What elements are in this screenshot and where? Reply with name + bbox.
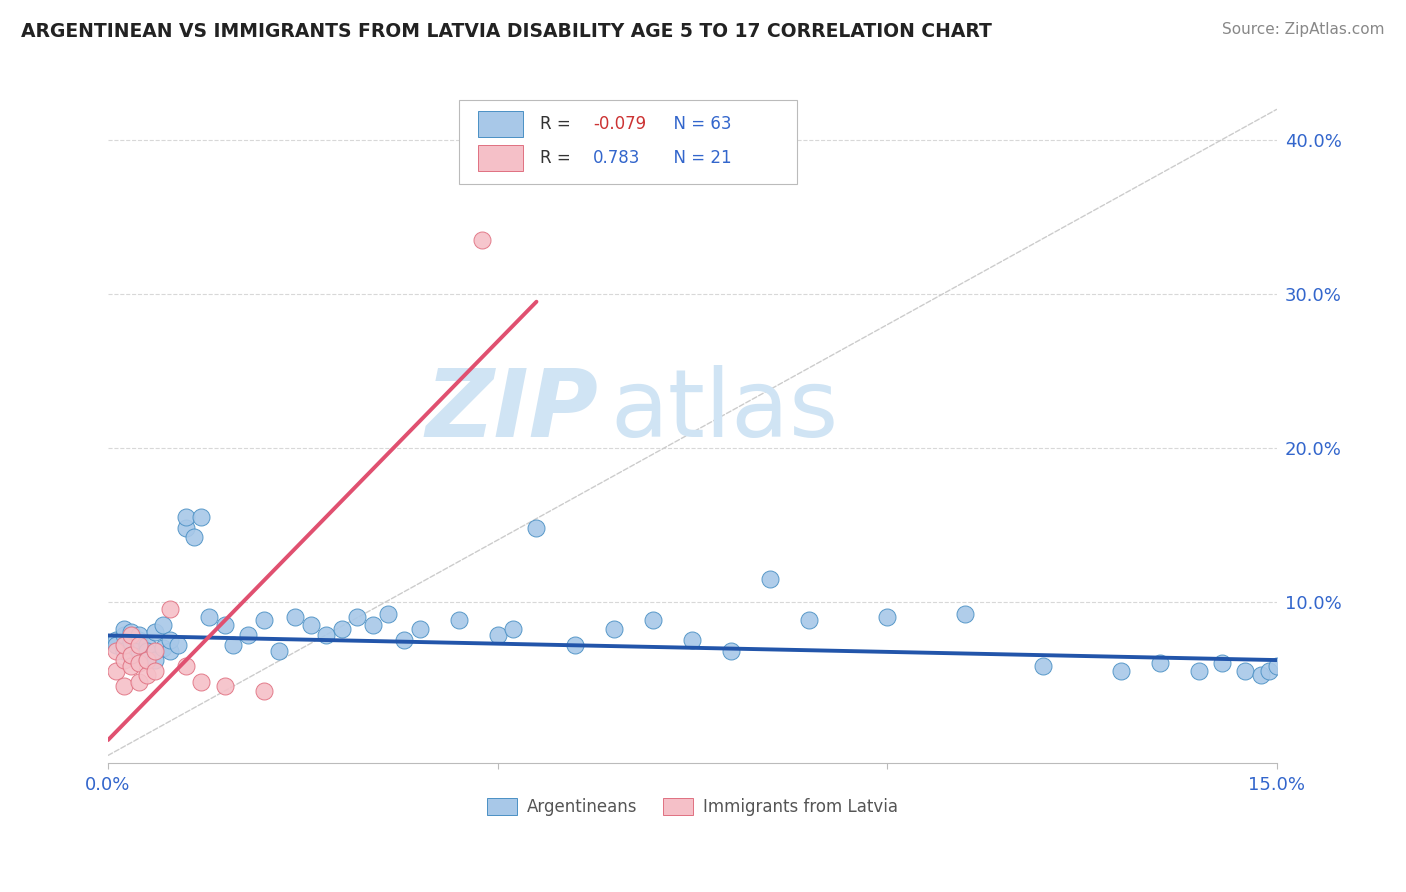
Point <box>315 628 337 642</box>
Point <box>143 644 166 658</box>
Text: Source: ZipAtlas.com: Source: ZipAtlas.com <box>1222 22 1385 37</box>
Point <box>392 633 415 648</box>
Point <box>136 668 159 682</box>
Text: R =: R = <box>540 149 576 167</box>
Point <box>346 610 368 624</box>
Point <box>876 610 898 624</box>
FancyBboxPatch shape <box>478 112 523 137</box>
Text: ARGENTINEAN VS IMMIGRANTS FROM LATVIA DISABILITY AGE 5 TO 17 CORRELATION CHART: ARGENTINEAN VS IMMIGRANTS FROM LATVIA DI… <box>21 22 993 41</box>
Point <box>1211 656 1233 670</box>
Point <box>214 679 236 693</box>
Point <box>1234 664 1257 678</box>
Point <box>136 638 159 652</box>
Point <box>143 653 166 667</box>
Point <box>603 623 626 637</box>
Point <box>759 572 782 586</box>
Point <box>447 613 470 627</box>
Point <box>1109 664 1132 678</box>
Text: atlas: atlas <box>610 365 839 458</box>
Point <box>112 644 135 658</box>
Point <box>104 638 127 652</box>
Point <box>238 628 260 642</box>
Point <box>361 617 384 632</box>
Point <box>1032 659 1054 673</box>
Point <box>408 623 430 637</box>
Point <box>190 510 212 524</box>
Text: 0.783: 0.783 <box>593 149 640 167</box>
Point <box>174 659 197 673</box>
Point <box>143 625 166 640</box>
Point <box>152 617 174 632</box>
Point <box>112 679 135 693</box>
Point <box>112 623 135 637</box>
Point <box>104 644 127 658</box>
Point <box>221 638 243 652</box>
Point <box>214 617 236 632</box>
Point <box>152 640 174 655</box>
Point <box>128 628 150 642</box>
Point <box>526 521 548 535</box>
Point <box>299 617 322 632</box>
Point <box>112 638 135 652</box>
Point <box>120 640 142 655</box>
Point <box>159 644 181 658</box>
Legend: Argentineans, Immigrants from Latvia: Argentineans, Immigrants from Latvia <box>481 791 904 822</box>
Point <box>120 628 142 642</box>
Point <box>112 628 135 642</box>
Text: N = 21: N = 21 <box>664 149 731 167</box>
Point <box>486 628 509 642</box>
Point <box>120 659 142 673</box>
Point <box>128 674 150 689</box>
Point <box>120 648 142 663</box>
Point <box>198 610 221 624</box>
Point <box>377 607 399 621</box>
Point <box>183 530 205 544</box>
Point <box>128 633 150 648</box>
Point <box>174 510 197 524</box>
Point <box>159 633 181 648</box>
FancyBboxPatch shape <box>478 145 523 171</box>
Point <box>1257 664 1279 678</box>
Point <box>174 521 197 535</box>
Point <box>143 664 166 678</box>
Point <box>112 653 135 667</box>
Point <box>128 644 150 658</box>
Point <box>104 664 127 678</box>
Point <box>643 613 665 627</box>
Text: N = 63: N = 63 <box>664 115 731 133</box>
Point <box>681 633 703 648</box>
Point <box>797 613 820 627</box>
Point <box>284 610 307 624</box>
Point <box>253 683 276 698</box>
Point <box>269 644 291 658</box>
Point <box>330 623 353 637</box>
Point <box>1149 656 1171 670</box>
Point <box>1265 659 1288 673</box>
Point <box>1188 664 1211 678</box>
Point <box>136 644 159 658</box>
Point <box>128 656 150 670</box>
FancyBboxPatch shape <box>458 100 797 185</box>
Point <box>564 638 586 652</box>
Point <box>136 653 159 667</box>
Point <box>471 233 494 247</box>
Point <box>253 613 276 627</box>
Point <box>104 633 127 648</box>
Point <box>159 602 181 616</box>
Point <box>120 634 142 648</box>
Text: R =: R = <box>540 115 576 133</box>
Point <box>190 674 212 689</box>
Point <box>136 648 159 663</box>
Point <box>167 638 190 652</box>
Point <box>120 625 142 640</box>
Text: -0.079: -0.079 <box>593 115 647 133</box>
Point <box>502 623 524 637</box>
Point <box>128 638 150 652</box>
Point <box>120 648 142 663</box>
Point <box>720 644 742 658</box>
Point <box>953 607 976 621</box>
Text: ZIP: ZIP <box>426 365 599 458</box>
Point <box>1250 668 1272 682</box>
